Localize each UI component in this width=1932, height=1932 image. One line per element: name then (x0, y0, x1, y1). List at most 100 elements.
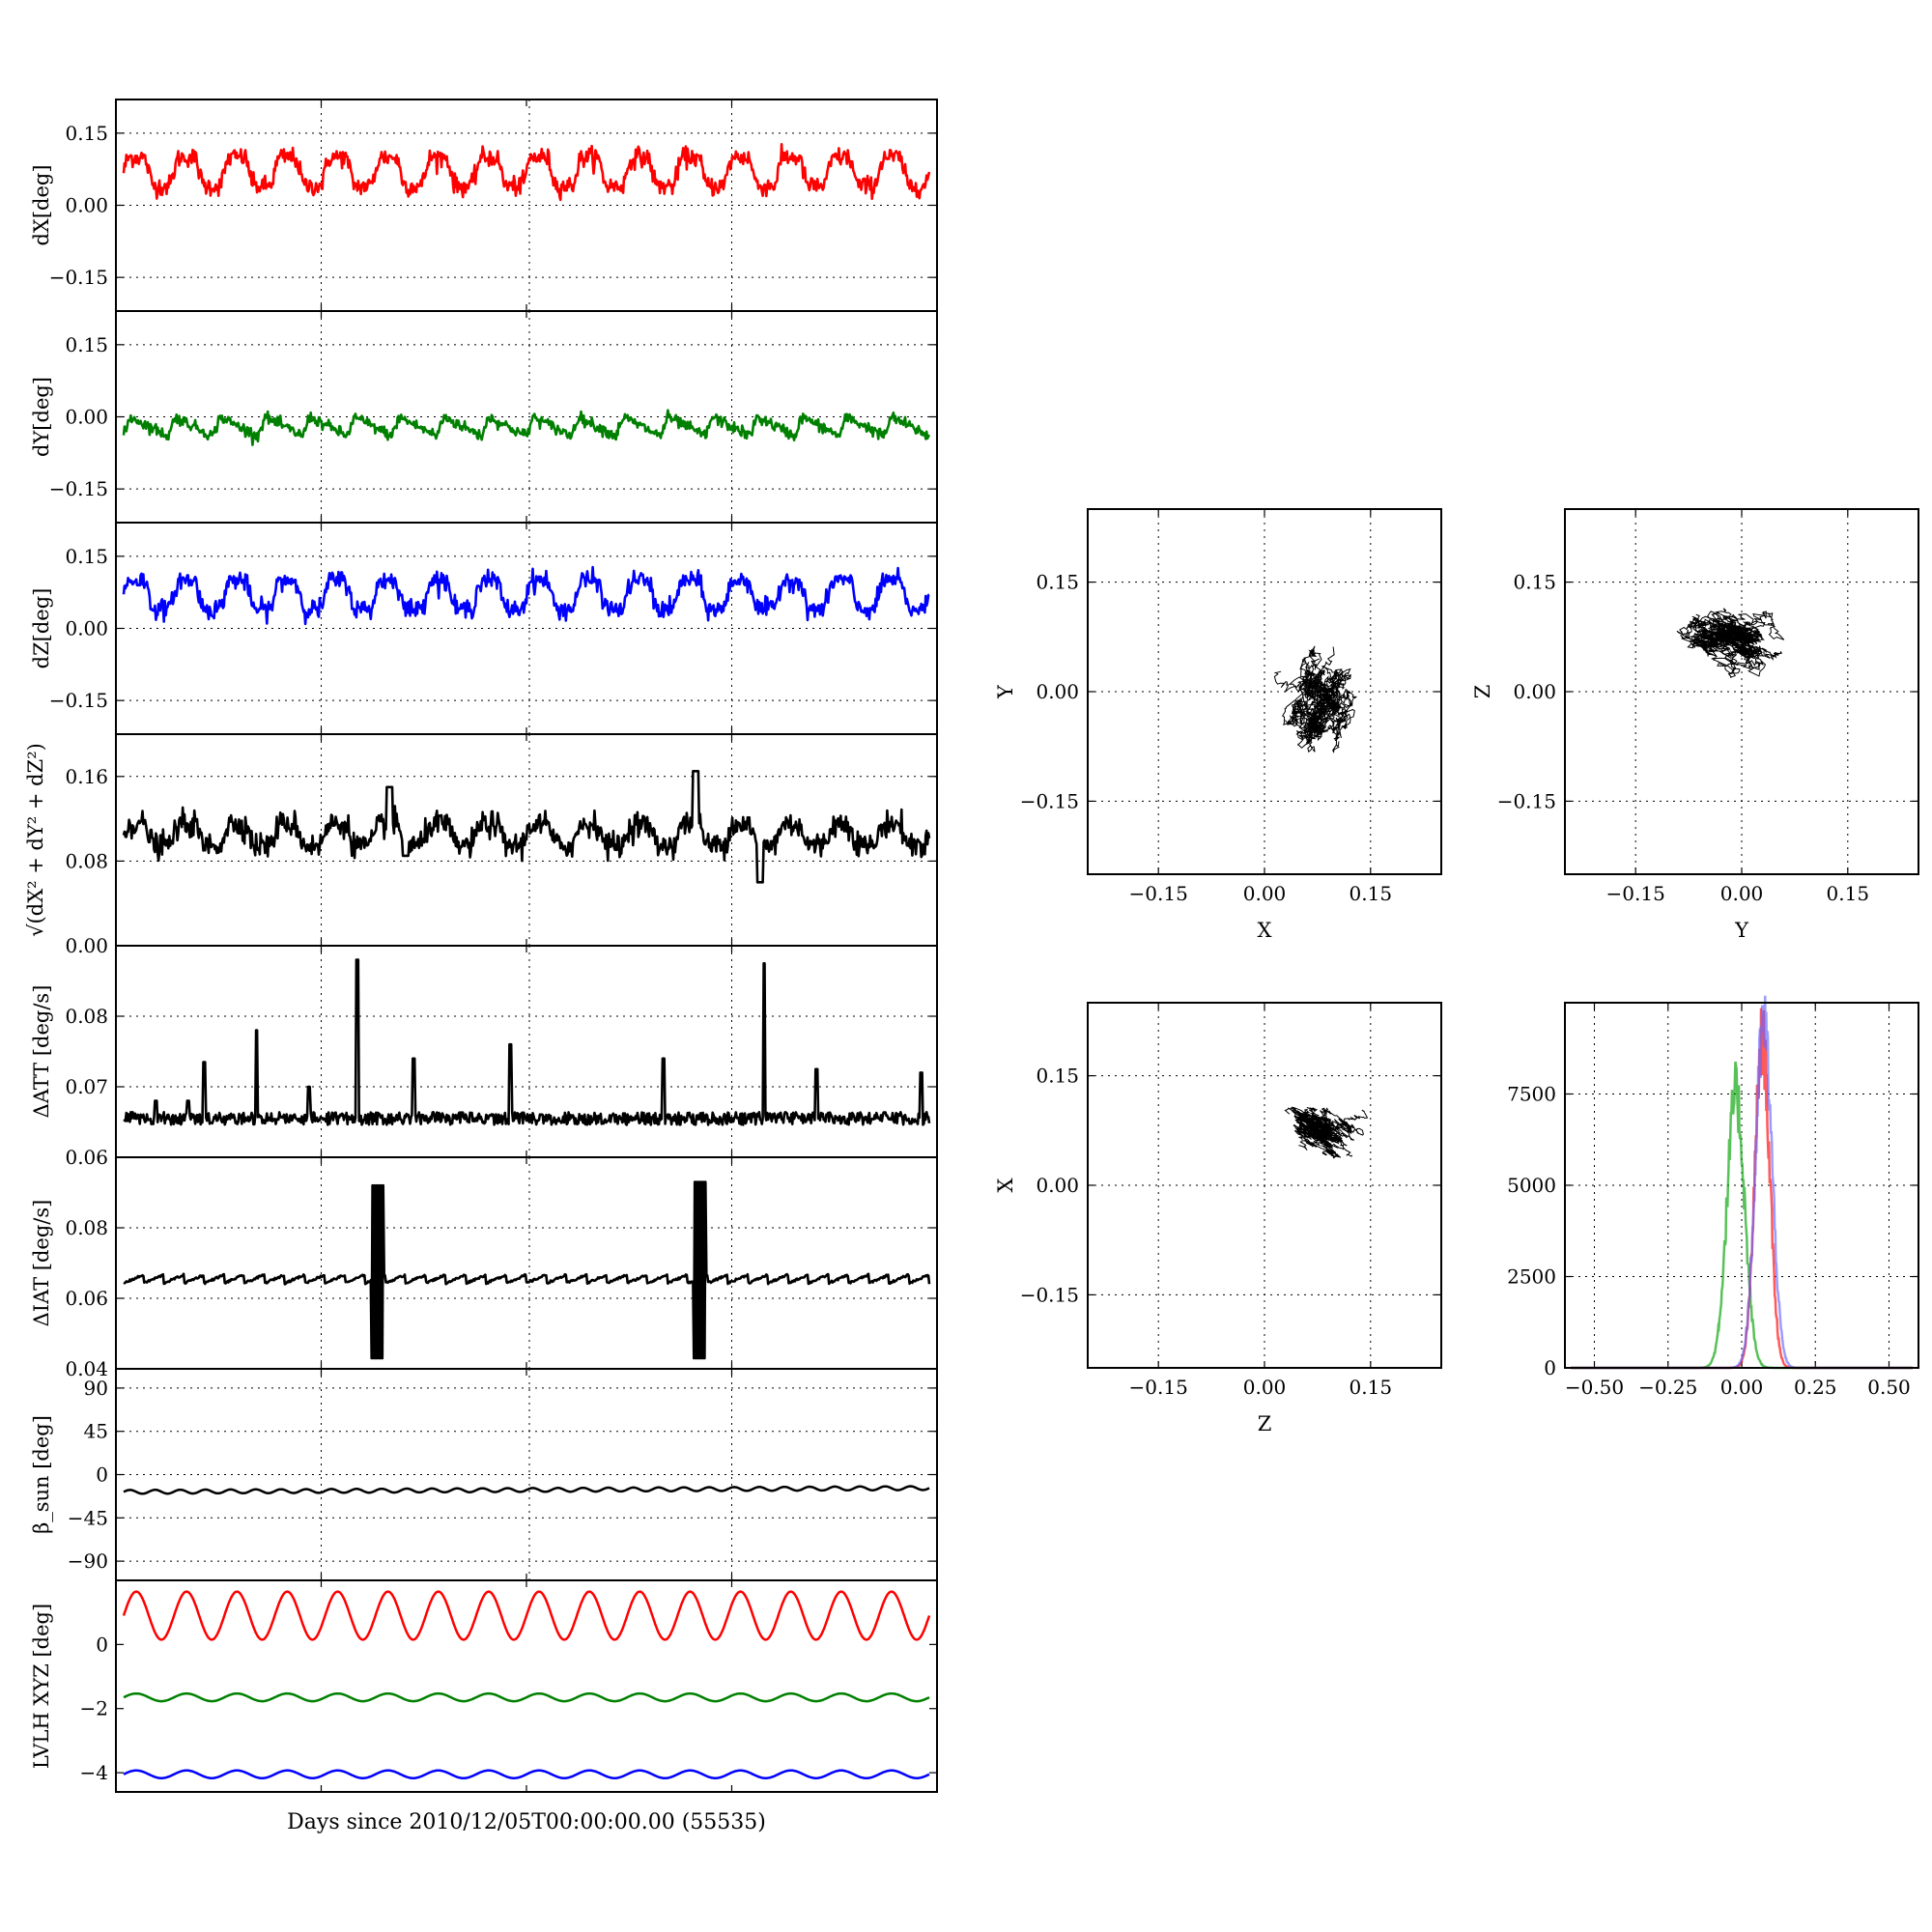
y-tick-label: 0 (96, 1463, 108, 1487)
y-tick-label: −90 (68, 1549, 108, 1573)
axes-frame (115, 1156, 938, 1370)
y-axis-label-rss: √(dX² + dY² + dZ²) (24, 743, 47, 937)
y-tick-label: 5000 (1507, 1174, 1556, 1197)
panel-datt: 0.08 0.07 0.06 ΔATT [deg/s] (30, 945, 938, 1169)
y-axis-label-datt: ΔATT [deg/s] (30, 985, 53, 1119)
x-tick-label: −0.25 (1638, 1376, 1697, 1399)
y-tick-label: 0.15 (1036, 571, 1079, 594)
y-tick-label: 0.15 (65, 122, 108, 145)
y-tick-label: −45 (68, 1506, 108, 1529)
y-axis-label-xy: Y (994, 684, 1017, 699)
x-tick-label: 0.15 (1350, 1376, 1393, 1399)
x-tick-label: −0.50 (1565, 1376, 1624, 1399)
y-axis-label-diat: ΔIAT [deg/s] (30, 1200, 53, 1327)
x-tick-label: 0.50 (1867, 1376, 1911, 1399)
y-tick-label: 0.00 (1036, 1174, 1079, 1197)
scatter-trace (1292, 715, 1327, 744)
panel-zx: −0.15 0.00 0.15 0.15 0.00 −0.15 Z X (994, 1002, 1442, 1435)
y-tick-label: 0.00 (65, 934, 108, 957)
y-tick-label: 0.08 (65, 1216, 108, 1239)
y-tick-label: −4 (80, 1761, 108, 1784)
y-tick-label: 0.06 (65, 1287, 108, 1310)
axes-frame (115, 1579, 938, 1793)
panel-rss: 0.16 0.08 0.00 √(dX² + dY² + dZ²) (24, 733, 938, 957)
y-tick-label: −2 (80, 1697, 108, 1720)
y-tick-label: −0.15 (49, 689, 108, 712)
y-axis-label-dz: dZ[deg] (30, 588, 53, 669)
y-axis-label-dy: dY[deg] (30, 377, 53, 457)
y-tick-label: −0.15 (49, 266, 108, 289)
y-axis-label-dx: dX[deg] (30, 164, 53, 245)
y-tick-label: 0.15 (1513, 571, 1556, 594)
y-axis-label-zx: X (994, 1178, 1017, 1192)
scatter-cloud-yz (1676, 608, 1785, 678)
y-tick-label: 0.00 (1036, 680, 1079, 703)
time-axis-label: Days since 2010/12/05T00:00:00.00 (55535… (287, 1810, 766, 1834)
panel-dz: 0.15 0.00 −0.15 dZ[deg] (30, 522, 938, 735)
scatter-cloud-zx (1284, 1106, 1369, 1159)
series-line-dz-0 (122, 565, 930, 626)
axes-frame (1564, 508, 1919, 875)
panel-beta: 90 45 0 −45 −90 β_sun [deg] (30, 1368, 938, 1581)
x-tick-label: 0.15 (1350, 882, 1393, 905)
series-line-diat-0 (123, 1180, 931, 1360)
panel-diat: 0.08 0.06 0.04 ΔIAT [deg/s] (30, 1156, 938, 1380)
scatter-trace (1316, 1107, 1344, 1139)
series-line-beta-0 (123, 1485, 930, 1495)
y-axis-label-yz: Z (1471, 685, 1494, 699)
y-tick-label: 0 (1544, 1356, 1556, 1379)
y-tick-label: 2500 (1507, 1265, 1556, 1289)
y-axis-label-beta: β_sun [deg] (30, 1415, 53, 1534)
panel-dx: 0.15 0.00 −0.15 dX[deg] (30, 99, 938, 312)
scatter-trace (1309, 706, 1355, 753)
x-tick-label: 0.15 (1827, 882, 1870, 905)
axes-frame (1087, 508, 1442, 875)
series-line-rss-0 (122, 769, 931, 884)
y-tick-label: −0.15 (1497, 789, 1556, 812)
scatter-trace (1721, 620, 1766, 642)
scatter-trace (1282, 667, 1347, 725)
y-tick-label: 0.04 (65, 1357, 108, 1380)
series-line-dy-0 (122, 409, 931, 446)
scatter-trace (1301, 646, 1335, 700)
y-tick-label: 0.00 (65, 406, 108, 429)
y-tick-label: −0.15 (1020, 789, 1079, 812)
axes-frame (1087, 1002, 1442, 1369)
series-line-datt-0 (123, 958, 931, 1126)
x-tick-label: −0.15 (1606, 882, 1665, 905)
y-tick-label: 45 (84, 1420, 108, 1443)
y-tick-label: 0.15 (1036, 1065, 1079, 1088)
y-tick-label: 0.08 (65, 849, 108, 872)
y-tick-label: 90 (84, 1377, 108, 1400)
y-tick-label: 0.15 (65, 333, 108, 356)
scatter-trace (1681, 625, 1732, 658)
scatter-trace (1286, 700, 1327, 725)
y-tick-label: 0.07 (65, 1075, 108, 1098)
x-axis-label-xy: X (1258, 919, 1272, 942)
y-tick-label: 0.08 (65, 1005, 108, 1028)
scatter-trace (1700, 621, 1755, 647)
series-line-dx-0 (122, 143, 931, 202)
x-tick-label: 0.25 (1794, 1376, 1837, 1399)
y-tick-label: −0.15 (49, 477, 108, 500)
y-tick-label: 0 (96, 1633, 108, 1656)
series-line-lvlh-2 (123, 1769, 930, 1779)
y-tick-label: 0.15 (65, 545, 108, 568)
panel-dy: 0.15 0.00 −0.15 dY[deg] (30, 310, 938, 524)
scatter-cloud-xy (1273, 645, 1357, 753)
panel-lvlh: 0 −2 −4 LVLH XYZ [deg] (30, 1579, 938, 1793)
x-tick-label: −0.15 (1129, 882, 1188, 905)
y-axis-label-lvlh: LVLH XYZ [deg] (30, 1604, 53, 1769)
y-tick-label: −0.15 (1020, 1283, 1079, 1306)
y-tick-label: 7500 (1507, 1083, 1556, 1106)
x-tick-label: 0.00 (1243, 882, 1287, 905)
y-tick-label: 0.00 (1513, 680, 1556, 703)
series-line-lvlh-0 (122, 1590, 931, 1641)
x-tick-label: 0.00 (1720, 882, 1764, 905)
x-tick-label: 0.00 (1243, 1376, 1287, 1399)
y-tick-label: 0.00 (65, 617, 108, 640)
panel-xy: −0.15 0.00 0.15 0.15 0.00 −0.15 X Y (994, 508, 1442, 942)
y-tick-label: 0.06 (65, 1146, 108, 1169)
x-tick-label: 0.00 (1720, 1376, 1764, 1399)
